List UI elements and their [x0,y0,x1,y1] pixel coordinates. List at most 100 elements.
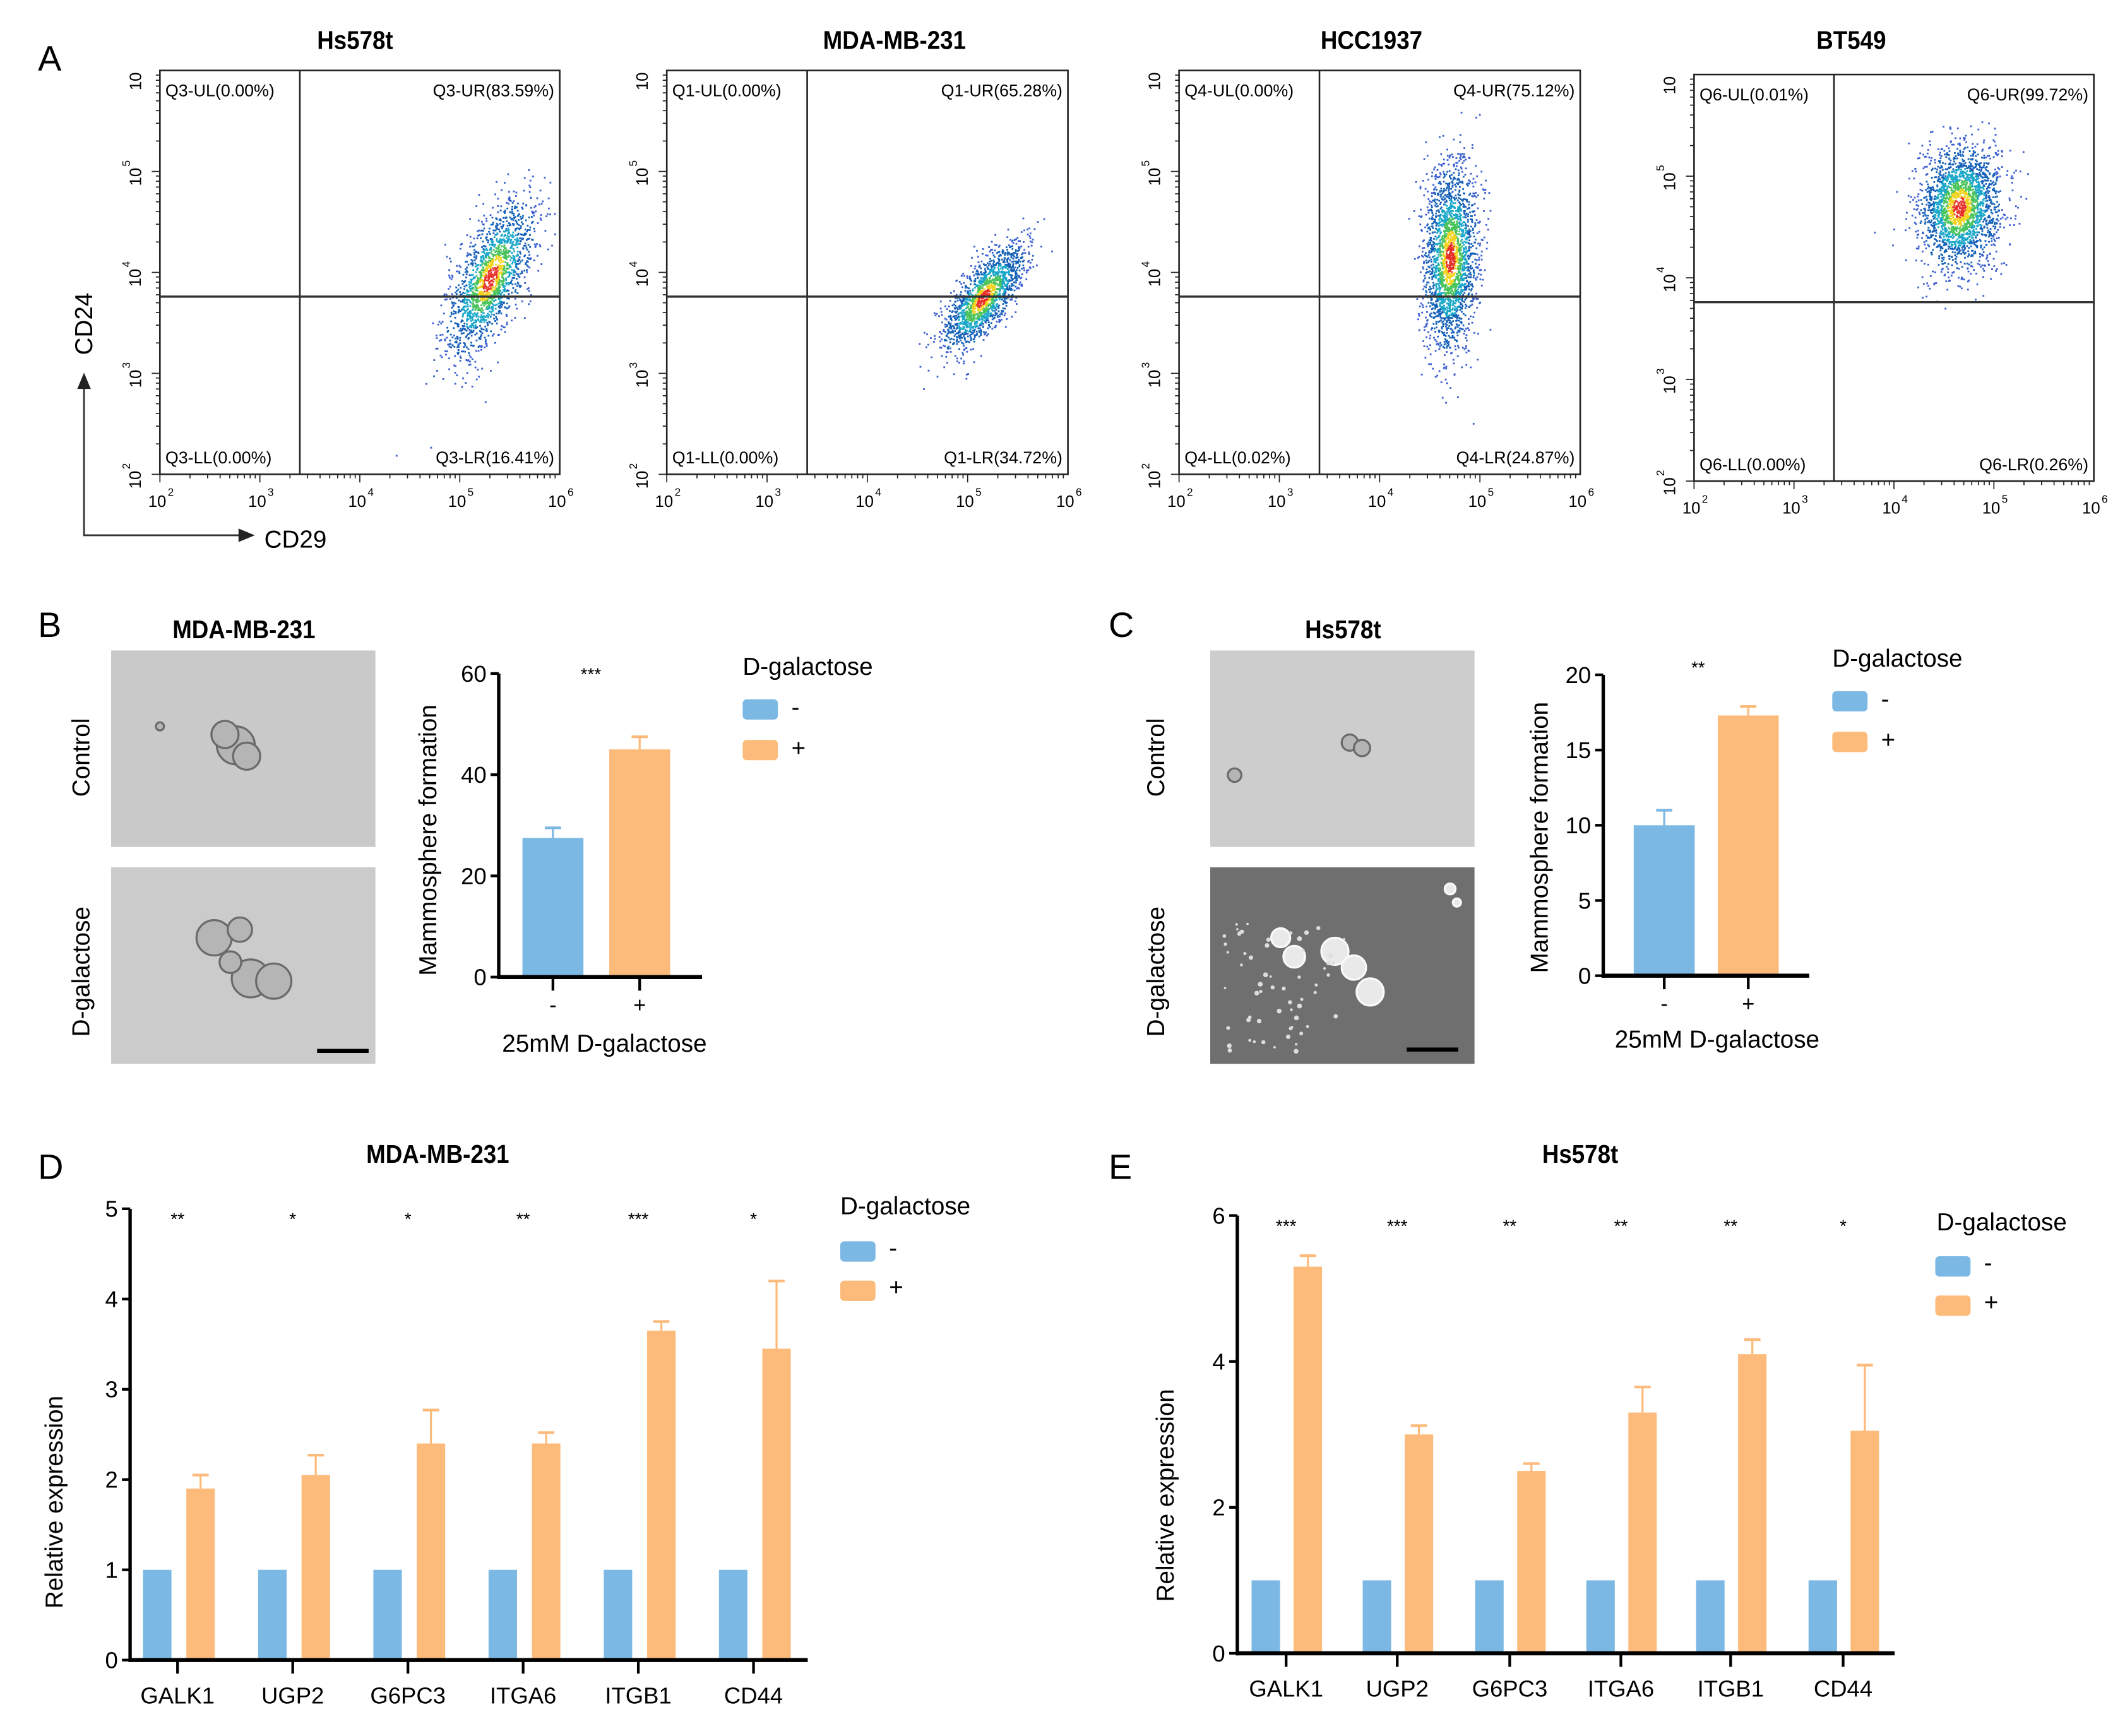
event-dot [463,342,465,344]
event-dot [1013,284,1015,287]
event-dot [1021,253,1023,256]
event-dot [485,319,487,321]
event-dot [961,323,963,325]
event-dot [1483,236,1485,239]
event-dot [492,280,495,283]
event-dot [476,283,479,285]
event-dot [520,215,522,218]
event-dot [462,292,465,294]
event-dot [984,264,986,266]
event-dot [515,195,517,197]
event-dot [440,304,443,307]
event-dot [1006,236,1009,239]
event-dot [517,232,520,235]
event-dot [1005,297,1008,300]
event-dot [491,258,493,260]
event-dot [994,312,997,314]
event-dot [986,254,989,257]
event-dot [481,246,483,248]
event-dot [459,339,461,342]
event-dot [1458,233,1461,235]
event-dot [484,269,486,271]
event-dot [1458,244,1460,246]
event-dot [1459,306,1461,308]
event-dot [1437,264,1439,266]
event-dot [1438,299,1440,300]
event-dot [950,328,953,330]
event-dot [1447,307,1449,309]
event-dot [1456,208,1459,210]
event-dot [985,294,987,296]
event-dot [461,242,463,245]
event-dot [470,282,472,284]
event-dot [445,354,447,356]
event-dot [487,335,490,337]
event-dot [991,279,994,281]
event-dot [506,229,508,232]
event-dot [495,234,497,236]
event-dot [536,243,538,245]
event-dot [991,298,993,300]
event-dot [1429,241,1432,244]
event-dot [1426,256,1429,258]
event-dot [469,235,472,238]
event-dot [949,331,951,333]
event-dot [1429,294,1432,297]
event-dot [949,338,951,341]
event-dot [485,306,488,309]
event-dot [998,288,1001,290]
event-dot [1449,193,1452,194]
event-dot [515,220,517,222]
event-dot [983,311,985,314]
event-dot [481,299,484,302]
event-dot [491,289,493,292]
event-dot [490,369,492,372]
event-dot [986,335,988,336]
event-dot [1439,172,1441,174]
event-dot [1445,367,1448,370]
event-dot [528,229,531,231]
event-dot [1010,253,1013,255]
event-dot [1436,287,1438,289]
event-dot [1001,286,1004,288]
event-dot [975,334,977,336]
event-dot [951,311,953,314]
event-dot [1456,227,1458,229]
event-dot [1475,116,1477,119]
event-dot [466,372,468,374]
event-dot [1442,215,1444,217]
event-dot [496,238,498,241]
event-dot [1455,310,1458,312]
event-dot [485,255,487,258]
event-dot [943,366,946,369]
event-dot [1441,330,1443,333]
event-dot [1468,273,1470,275]
event-dot [1472,261,1473,263]
event-dot [455,365,456,367]
event-dot [966,340,968,343]
event-dot [1446,306,1448,309]
event-dot [1436,343,1438,345]
event-dot [484,294,486,295]
event-dot [1456,292,1458,294]
event-dot [450,346,452,348]
event-dot [482,301,484,304]
event-dot [485,291,488,294]
event-dot [1476,276,1479,278]
event-dot [994,271,996,273]
event-dot [1432,287,1435,290]
flow-plot-2 [1408,111,1492,425]
event-dot [1470,246,1472,249]
event-dot [1470,172,1472,175]
event-dot [539,244,541,246]
event-dot [497,264,500,266]
event-dot [1003,275,1006,277]
event-dot [1440,381,1443,384]
event-dot [994,293,996,295]
event-dot [949,315,952,317]
event-dot [463,346,465,348]
event-dot [497,291,499,293]
event-dot [436,347,439,350]
event-dot [1457,210,1459,213]
event-dot [486,305,489,307]
